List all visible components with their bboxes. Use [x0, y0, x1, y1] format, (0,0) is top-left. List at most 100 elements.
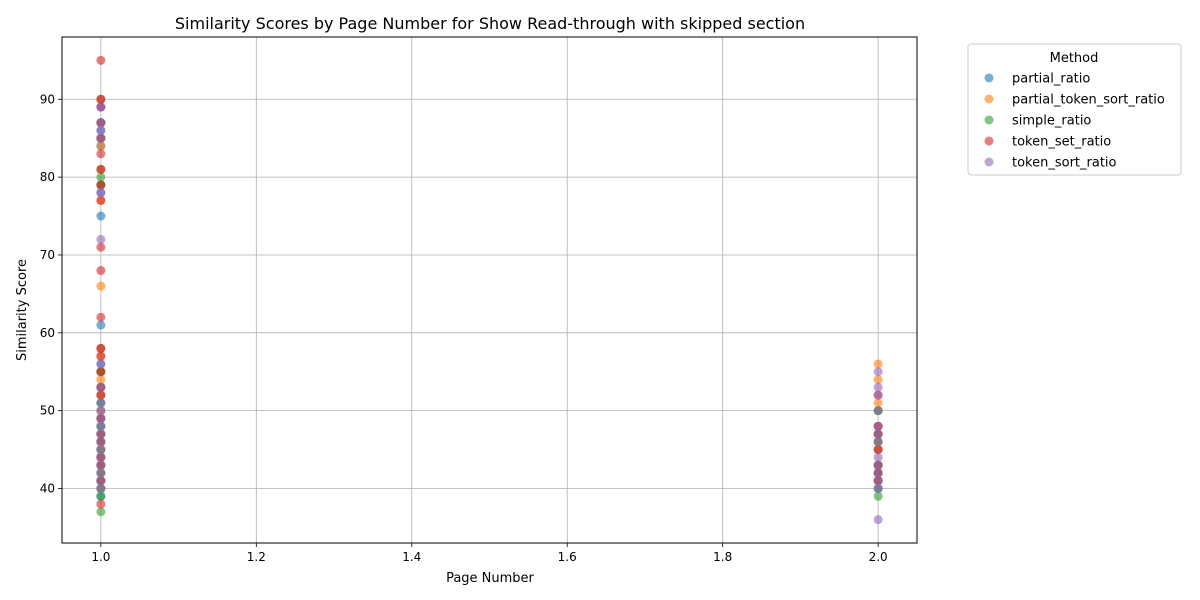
y-axis-ticks: 40 50 60 70 80 90	[40, 92, 62, 496]
legend-title: Method	[1050, 51, 1099, 66]
legend-box	[967, 43, 1182, 176]
x-axis-label: Page Number	[446, 571, 534, 586]
data-point	[96, 484, 106, 494]
data-point	[873, 452, 883, 462]
data-point	[96, 421, 106, 431]
data-point	[96, 452, 106, 462]
data-point	[873, 421, 883, 431]
x-tick-label: 1.2	[247, 550, 266, 564]
legend-item: token_set_ratio	[984, 135, 1111, 150]
data-point	[96, 234, 106, 244]
x-tick-label: 2.0	[869, 550, 888, 564]
data-point	[96, 149, 106, 159]
data-point	[96, 242, 106, 252]
data-point	[96, 141, 106, 151]
data-point	[873, 484, 883, 494]
x-axis-ticks: 1.0 1.2 1.4 1.6 1.8 2.0	[91, 543, 888, 564]
legend-label: simple_ratio	[1012, 114, 1091, 129]
legend-marker	[984, 136, 994, 146]
legend: Method partial_ratio partial_token_sort_r…	[967, 43, 1182, 176]
data-point	[96, 172, 106, 182]
legend-label: partial_token_sort_ratio	[1012, 93, 1165, 108]
legend-item: simple_ratio	[984, 114, 1091, 129]
y-tick-label: 80	[40, 170, 55, 184]
data-point	[96, 118, 106, 128]
data-point	[873, 445, 883, 455]
legend-item: partial_ratio	[984, 72, 1090, 87]
data-point	[96, 491, 106, 501]
y-tick-label: 90	[40, 92, 55, 106]
legend-label: token_set_ratio	[1012, 135, 1111, 150]
y-tick-label: 50	[40, 404, 55, 418]
y-tick-label: 70	[40, 248, 55, 262]
data-point	[96, 468, 106, 478]
data-point	[96, 406, 106, 416]
plot-frame	[61, 36, 918, 544]
data-point	[96, 445, 106, 455]
data-points	[96, 55, 883, 525]
data-point	[96, 195, 106, 205]
axes	[61, 36, 918, 544]
data-point	[873, 476, 883, 486]
data-point	[96, 266, 106, 276]
data-point	[96, 180, 106, 190]
data-point	[96, 507, 106, 517]
x-tick-label: 1.0	[91, 550, 110, 564]
data-point	[96, 94, 106, 104]
data-point	[96, 390, 106, 400]
data-point	[96, 359, 106, 369]
data-point	[873, 515, 883, 525]
legend-label: partial_ratio	[1012, 72, 1090, 87]
data-point	[96, 125, 106, 135]
legend-label: token_sort_ratio	[1012, 156, 1117, 171]
data-point	[873, 375, 883, 385]
data-point	[873, 367, 883, 377]
data-point	[96, 367, 106, 377]
data-point	[873, 429, 883, 439]
data-point	[96, 312, 106, 322]
legend-marker	[984, 94, 994, 104]
data-point	[873, 491, 883, 501]
data-point	[96, 351, 106, 361]
data-point	[96, 437, 106, 447]
legend-item: partial_token_sort_ratio	[984, 93, 1165, 108]
legend-marker	[984, 73, 994, 83]
series-token-sort-ratio	[96, 102, 883, 525]
data-point	[96, 320, 106, 330]
data-point	[96, 382, 106, 392]
data-point	[873, 406, 883, 416]
legend-items: partial_ratio partial_token_sort_ratiosim…	[984, 72, 1165, 171]
x-tick-label: 1.6	[558, 550, 577, 564]
data-point	[873, 460, 883, 470]
y-axis-label: Similarity Score	[15, 259, 30, 361]
y-tick-label: 40	[40, 482, 55, 496]
data-point	[96, 55, 106, 65]
data-point	[96, 281, 106, 291]
data-point	[96, 188, 106, 198]
data-point	[873, 390, 883, 400]
data-point	[96, 102, 106, 112]
data-point	[873, 382, 883, 392]
data-point	[96, 164, 106, 174]
data-point	[96, 499, 106, 509]
data-point	[96, 398, 106, 408]
legend-item: token_sort_ratio	[984, 156, 1117, 171]
data-point	[873, 359, 883, 369]
legend-marker	[984, 115, 994, 125]
data-point	[96, 133, 106, 143]
data-point	[873, 398, 883, 408]
x-tick-label: 1.8	[713, 550, 732, 564]
data-point	[873, 468, 883, 478]
chart-title: Similarity Scores by Page Number for Sho…	[175, 14, 805, 33]
data-point	[96, 375, 106, 385]
data-point	[96, 429, 106, 439]
grid-lines	[62, 37, 917, 543]
data-point	[96, 460, 106, 470]
legend-marker	[984, 157, 994, 167]
data-point	[96, 343, 106, 353]
data-point	[96, 211, 106, 221]
y-tick-label: 60	[40, 326, 55, 340]
data-point	[96, 476, 106, 486]
data-point	[873, 437, 883, 447]
